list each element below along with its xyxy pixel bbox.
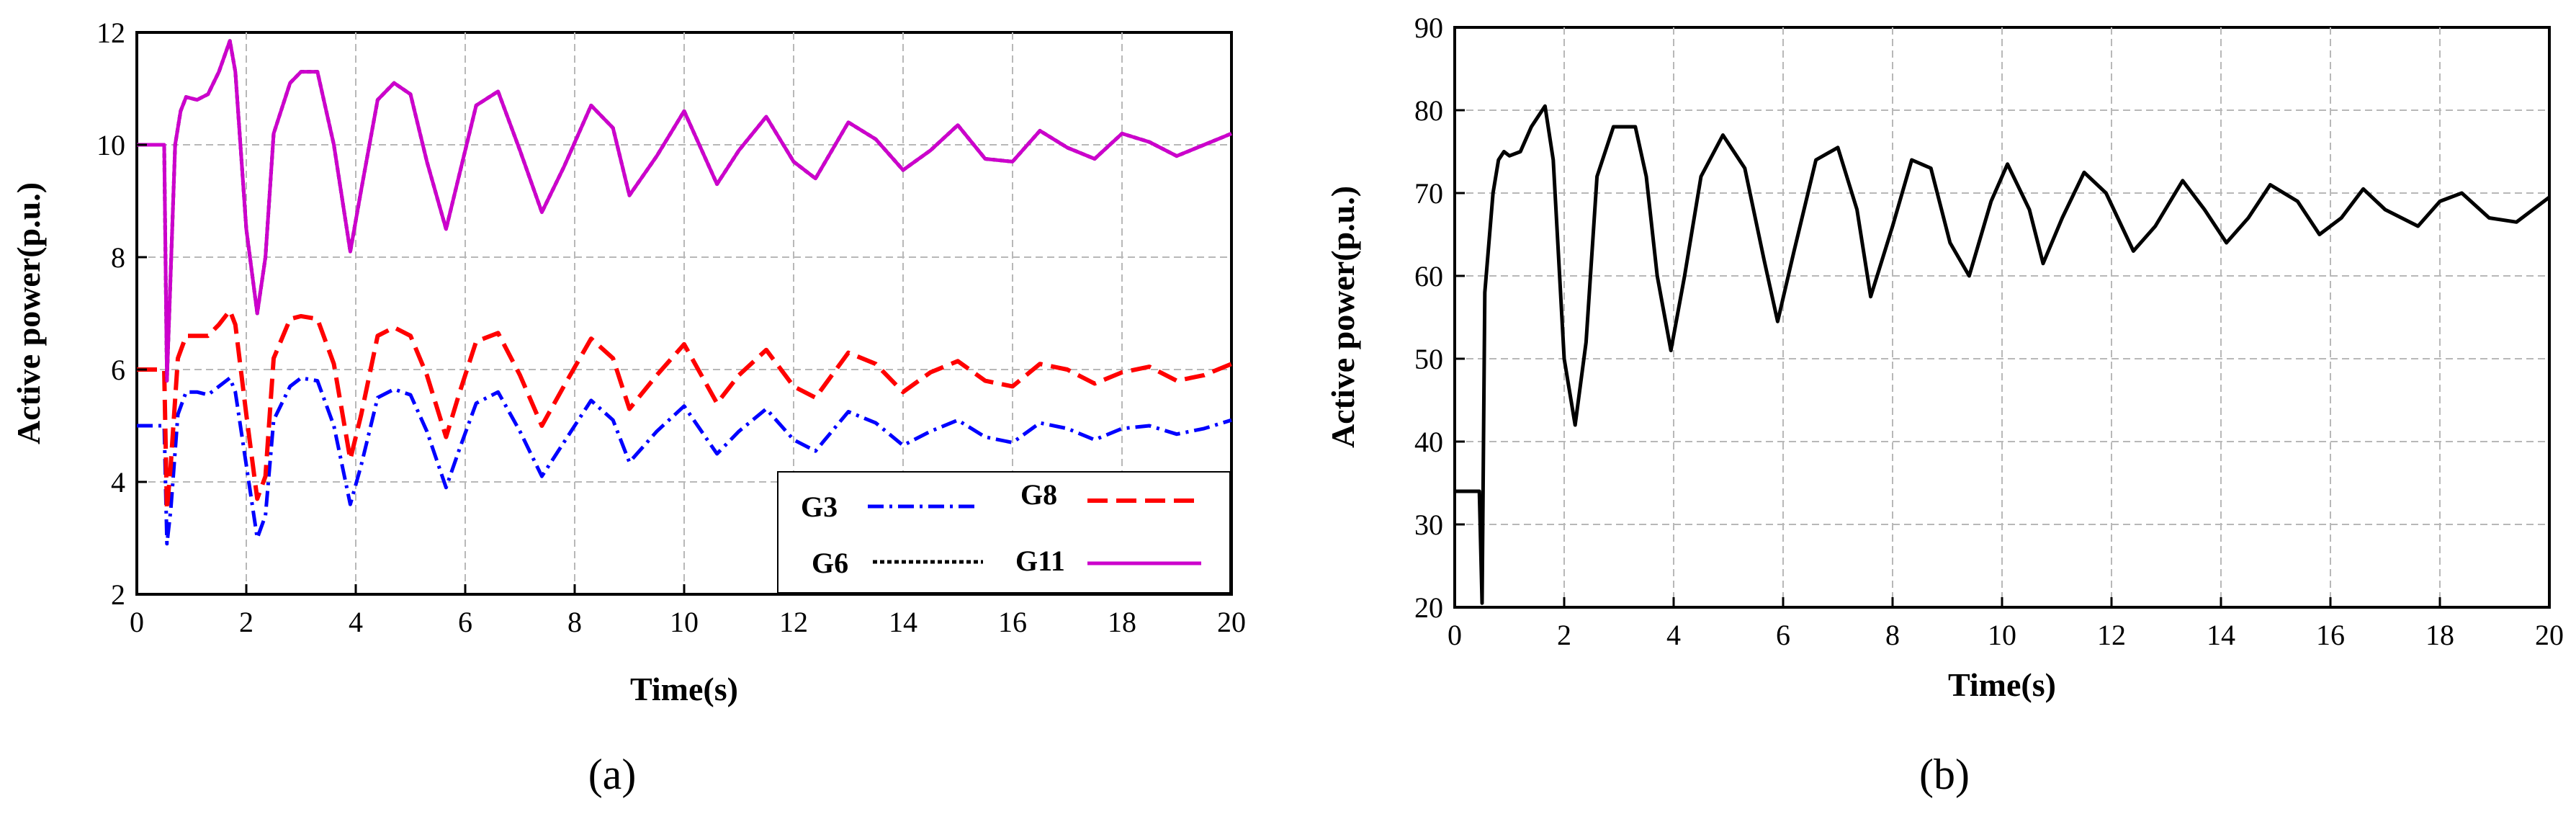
chart-b-x-ticks: 0 2 4 6 8 10 12 14 16 18 20 [1448, 597, 2564, 651]
y-tick-label: 60 [1414, 260, 1443, 292]
chart-b-grid [1455, 27, 2549, 607]
x-tick-label: 0 [1448, 619, 1462, 651]
legend-label-g3: G3 [801, 491, 838, 523]
y-tick-label: 90 [1414, 12, 1443, 44]
y-tick-label: 30 [1414, 509, 1443, 541]
chart-a-y-ticks: 2 4 6 8 10 12 [97, 17, 147, 611]
y-tick-label: 4 [111, 466, 125, 498]
chart-a-panel-label: (a) [588, 751, 637, 798]
legend-label-g8: G8 [1020, 478, 1057, 511]
x-tick-label: 0 [130, 606, 144, 638]
x-tick-label: 12 [2097, 619, 2126, 651]
y-tick-label: 50 [1414, 343, 1443, 375]
chart-a-series [137, 39, 1233, 546]
legend-box [777, 471, 1231, 594]
chart-b-x-axis-label: Time(s) [1948, 666, 2056, 703]
x-tick-label: 2 [239, 606, 253, 638]
y-tick-label: 10 [97, 129, 125, 161]
x-tick-label: 4 [349, 606, 363, 638]
series-line [1455, 104, 2551, 605]
y-tick-label: 70 [1414, 177, 1443, 210]
chart-b-series [1455, 104, 2551, 605]
chart-b: 0 2 4 6 8 10 12 14 16 18 20 20 30 40 50 60 70 80 90 Time(… [1324, 12, 2564, 798]
x-tick-label: 8 [567, 606, 582, 638]
legend-label-g11: G11 [1015, 545, 1065, 577]
x-tick-label: 18 [1108, 606, 1136, 638]
legend-label-g6: G6 [812, 547, 848, 579]
x-tick-label: 20 [2535, 619, 2564, 651]
y-tick-label: 6 [111, 354, 125, 386]
series-line-g8 [137, 308, 1233, 512]
chart-a-legend: G3 G8 G6 G11 [777, 471, 1231, 594]
y-tick-label: 2 [111, 578, 125, 611]
chart-b-y-ticks: 20 30 40 50 60 70 80 90 [1414, 12, 1465, 624]
x-tick-label: 8 [1885, 619, 1900, 651]
series-line-g11 [137, 39, 1232, 383]
x-tick-label: 6 [458, 606, 472, 638]
series-line-g3 [137, 376, 1232, 546]
x-tick-label: 16 [2316, 619, 2345, 651]
y-tick-label: 40 [1414, 426, 1443, 458]
chart-b-y-axis-label: Active power(p.u.) [1324, 186, 1361, 448]
y-tick-label: 8 [111, 241, 125, 274]
x-tick-label: 20 [1217, 606, 1246, 638]
x-tick-label: 10 [670, 606, 699, 638]
y-tick-label: 20 [1414, 591, 1443, 624]
x-tick-label: 4 [1666, 619, 1681, 651]
x-tick-label: 18 [2425, 619, 2454, 651]
x-tick-label: 16 [998, 606, 1027, 638]
x-tick-label: 14 [2207, 619, 2235, 651]
x-tick-label: 6 [1776, 619, 1790, 651]
y-tick-label: 12 [97, 17, 125, 49]
x-tick-label: 2 [1557, 619, 1571, 651]
y-tick-label: 80 [1414, 94, 1443, 127]
x-tick-label: 12 [779, 606, 808, 638]
chart-a-x-axis-label: Time(s) [630, 671, 738, 707]
chart-a-x-ticks: 0 2 4 6 8 10 12 14 16 18 20 [130, 584, 1246, 638]
chart-b-panel-label: (b) [1919, 751, 1970, 798]
x-tick-label: 10 [1988, 619, 2016, 651]
x-tick-label: 14 [889, 606, 917, 638]
chart-a-y-axis-label: Active power(p.u.) [10, 182, 47, 444]
